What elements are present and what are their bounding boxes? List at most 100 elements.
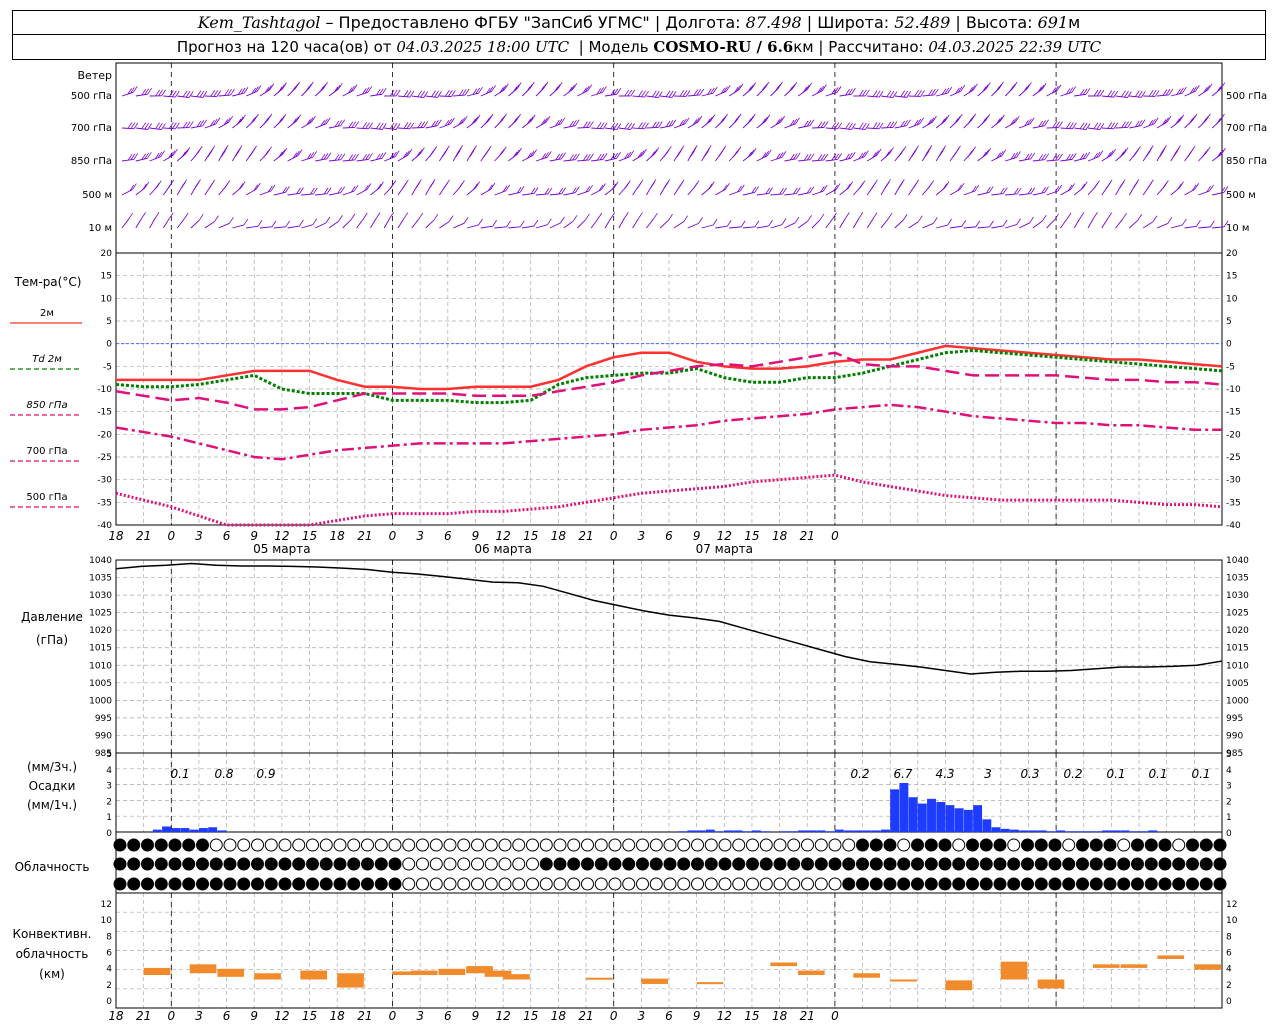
wind-barb-feather xyxy=(188,121,194,128)
pressure-ytick: 1040 xyxy=(89,556,112,566)
wind-barb-feather xyxy=(182,90,188,97)
convective-bar xyxy=(189,964,217,974)
wind-barb-feather xyxy=(610,153,616,161)
pressure-ytick: 1010 xyxy=(89,661,112,671)
wind-barb-feather xyxy=(627,122,633,130)
wind-barb-feather xyxy=(944,114,950,122)
wind-barb-feather xyxy=(1029,216,1034,224)
wind-barb-feather xyxy=(1052,154,1057,161)
wind-barb-feather xyxy=(560,216,565,224)
wind-barb-feather xyxy=(227,89,232,96)
wind-barb xyxy=(176,218,185,229)
forecast-date: 04.03.2025 18:00 UTC xyxy=(396,38,570,56)
pressure-ytick: 995 xyxy=(95,714,112,724)
convective-bar xyxy=(798,970,825,976)
wind-barb-feather xyxy=(389,122,395,129)
pressure-ytick: 1040 xyxy=(1226,556,1249,566)
conv-unit: (км) xyxy=(39,967,65,981)
wind-barb-feather xyxy=(1093,89,1099,97)
pressure-ytick: 1030 xyxy=(89,591,112,601)
wind-barb-feather xyxy=(1151,90,1157,97)
wind-barb-feather xyxy=(780,115,786,123)
wind-barb-feather xyxy=(348,121,354,128)
wind-barb-feather xyxy=(437,91,442,98)
wind-barb-feather xyxy=(845,122,850,129)
wind-barb-feather xyxy=(243,218,249,226)
wind-barb-feather xyxy=(988,186,994,193)
wind-barb-feather xyxy=(434,120,439,127)
cloud-cover-icon xyxy=(1158,838,1172,852)
wind-barb-feather xyxy=(267,85,272,92)
wind-barb-feather xyxy=(1194,183,1200,190)
wind-barb-feather xyxy=(1202,86,1208,94)
wind-barb xyxy=(839,127,852,130)
temp-ytick: 10 xyxy=(1226,294,1238,304)
wind-barb xyxy=(867,95,880,98)
pressure-ytick: 1020 xyxy=(1226,626,1249,636)
wind-barb-feather xyxy=(1134,120,1140,128)
wind-barb-feather xyxy=(1066,122,1071,129)
wind-barb-feather xyxy=(668,120,674,127)
wind-barb-feather xyxy=(616,88,622,95)
temp-ytick: -15 xyxy=(97,408,112,418)
cloud-cover-icon xyxy=(429,877,443,891)
convective-bar xyxy=(945,980,973,991)
wind-barb-feather xyxy=(1140,119,1146,126)
cloud-cover-icon xyxy=(1076,857,1089,871)
wind-barb xyxy=(218,222,230,229)
wind-barb-feather xyxy=(175,90,180,98)
wind-barb-feather xyxy=(831,122,837,129)
wind-barb xyxy=(797,220,808,229)
wind-barb xyxy=(632,218,639,229)
wind-barb-feather xyxy=(1106,152,1112,159)
wind-barb-feather xyxy=(892,91,898,98)
wind-barb xyxy=(1170,224,1183,229)
wind-barb-feather xyxy=(415,151,421,158)
wind-barb-feather xyxy=(223,182,229,190)
cloud-cover-icon xyxy=(471,857,484,871)
cloud-cover-icon xyxy=(801,877,814,891)
wind-barb-feather xyxy=(1145,150,1151,158)
wind-barb-feather xyxy=(903,120,908,127)
cloud-cover-icon xyxy=(718,857,732,871)
wind-barb-feather xyxy=(641,90,646,98)
wind-barb-feather xyxy=(848,181,853,189)
wind-barb-feather xyxy=(378,122,384,130)
wind-barb xyxy=(563,220,574,229)
cloud-cover-icon xyxy=(223,877,237,891)
wind-barb xyxy=(839,218,846,229)
wind-barb-feather xyxy=(352,84,358,91)
wind-barb-feather xyxy=(147,152,152,159)
hour-tick-label: 18 xyxy=(772,529,788,543)
wind-barb-feather xyxy=(1067,184,1073,192)
wind-barb-feather xyxy=(517,147,522,155)
wind-barb-feather xyxy=(682,90,688,97)
wind-barb xyxy=(811,219,821,229)
wind-barb-feather xyxy=(692,119,698,126)
wind-barb xyxy=(632,95,645,98)
precip-total: 0.1 xyxy=(1106,767,1125,781)
wind-barb-feather xyxy=(665,90,671,97)
wind-barb-feather xyxy=(875,90,881,98)
wind-barb-feather xyxy=(955,116,961,123)
wind-barb-feather xyxy=(1106,182,1111,189)
convective-bar xyxy=(337,973,364,988)
convective-bar xyxy=(466,966,493,974)
wind-barb-feather xyxy=(927,182,933,190)
wind-barb-feather xyxy=(375,212,381,219)
wind-barb-feather xyxy=(1058,121,1063,128)
precip-bar xyxy=(1129,831,1139,832)
wind-barb-feather xyxy=(1221,147,1226,155)
wind-barb-feather xyxy=(486,116,492,123)
cloud-cover-icon xyxy=(1007,857,1021,871)
cloud-cover-icon xyxy=(1213,877,1227,891)
precip-bar xyxy=(1102,830,1112,832)
wind-barb xyxy=(259,226,272,229)
cloud-cover-icon xyxy=(251,857,264,871)
wind-barb-feather xyxy=(1111,148,1117,156)
longitude-label: Долгота: xyxy=(665,13,741,32)
cloud-cover-icon xyxy=(966,877,979,891)
cloud-cover-icon xyxy=(746,857,759,871)
hour-tick-label: 18 xyxy=(772,1009,788,1023)
wind-barb-feather xyxy=(530,187,536,195)
